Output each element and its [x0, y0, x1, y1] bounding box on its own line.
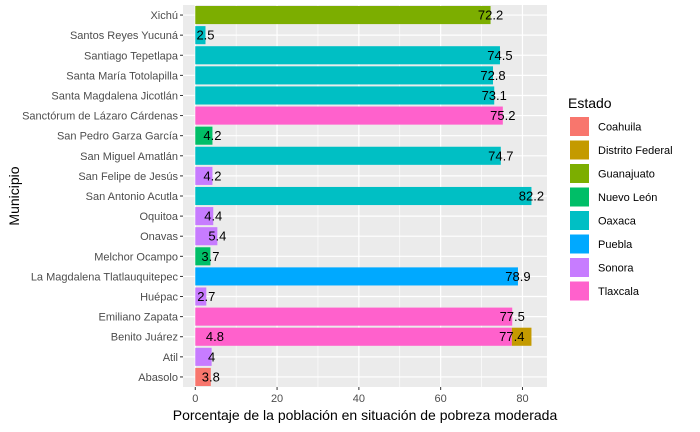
legend-swatch	[570, 281, 589, 301]
bar	[195, 307, 513, 326]
x-axis-title: Porcentaje de la población en situación …	[173, 407, 558, 423]
bar	[195, 106, 503, 125]
y-axis-tick-label: San Pedro Garza García	[57, 131, 179, 143]
data-label: 74.5	[487, 48, 512, 63]
legend-swatch	[570, 117, 589, 136]
data-label: 4.2	[203, 168, 221, 183]
x-axis-tick-label: 0	[192, 393, 198, 405]
x-axis: 0 20 40 60 80	[192, 387, 529, 405]
legend-label: Tlaxcala	[598, 286, 640, 298]
data-label: 2.5	[196, 28, 214, 43]
y-axis-tick-label: Santiago Tepetlapa	[84, 50, 179, 62]
y-axis-tick-label: Santa María Totolapilla	[66, 70, 179, 82]
data-label: 4.8	[206, 329, 224, 344]
legend-swatch	[570, 140, 589, 160]
legend-label: Guanajuato	[598, 169, 655, 181]
y-axis-tick-label: San Antonio Acutla	[86, 191, 179, 203]
data-label: 74.7	[488, 148, 513, 163]
y-axis-tick-label: Abasolo	[138, 372, 178, 384]
bar	[195, 327, 512, 346]
data-label: 82.2	[519, 189, 544, 204]
data-label: 2.7	[197, 289, 215, 304]
y-axis-tick-label: San Miguel Amatlán	[80, 151, 178, 163]
bars	[195, 6, 532, 386]
data-label: 4	[208, 349, 215, 364]
y-axis-tick-label: Benito Juárez	[111, 332, 178, 344]
y-axis-tick-label: La Magdalena Tlatlauquitepec	[31, 271, 179, 283]
data-label: 72.2	[478, 8, 503, 23]
legend-swatch	[570, 211, 589, 230]
bar	[195, 247, 211, 266]
y-axis: Abasolo Atil Benito Juárez Emiliano Zapata H…	[22, 10, 183, 384]
y-axis-tick-label: Santa Magdalena Jicotlán	[51, 90, 178, 102]
legend-swatch	[570, 164, 589, 183]
x-axis-tick-label: 60	[435, 393, 447, 405]
legend-label: Puebla	[598, 239, 633, 251]
bar	[195, 6, 491, 25]
legend: Estado Coahuila Distrito Federal Guanajuat…	[568, 95, 673, 301]
bar	[195, 146, 501, 165]
legend-label: Oaxaca	[598, 216, 637, 228]
x-axis-tick-label: 80	[516, 393, 528, 405]
bar	[511, 327, 532, 346]
y-axis-tick-label: Onavas	[140, 231, 178, 243]
data-label: 4.4	[204, 209, 222, 224]
y-axis-title: Municipio	[6, 166, 22, 225]
bar	[195, 46, 500, 65]
bar	[195, 166, 213, 185]
data-label: 73.1	[482, 88, 507, 103]
data-label: 75.2	[490, 108, 515, 123]
bar	[195, 26, 206, 45]
data-label: 78.9	[505, 269, 530, 284]
x-axis-tick-label: 20	[271, 393, 283, 405]
data-label: 77.5	[500, 309, 525, 324]
bar	[195, 186, 532, 206]
legend-swatch	[570, 234, 589, 254]
bar	[195, 86, 495, 105]
data-label: 5.4	[208, 229, 226, 244]
bar	[195, 126, 213, 145]
legend-title: Estado	[568, 95, 612, 111]
x-axis-tick-label: 40	[353, 393, 365, 405]
data-label: 3.8	[202, 369, 220, 384]
data-labels: 3.8 4 4.8 77.4 77.5 2.7 78.9 3.7 5.4 4.4 82.2 4.2 74…	[196, 8, 544, 385]
data-label: 3.7	[201, 249, 219, 264]
bar	[195, 347, 212, 366]
y-axis-tick-label: Emiliano Zapata	[99, 312, 179, 324]
legend-label: Nuevo León	[598, 192, 657, 204]
legend-label: Coahuila	[598, 122, 642, 134]
y-axis-tick-label: Xichú	[150, 10, 178, 22]
data-label: 4.2	[203, 128, 221, 143]
y-axis-tick-label: Melchor Ocampo	[94, 251, 178, 263]
legend-swatch	[570, 187, 589, 207]
data-label: 72.8	[480, 68, 505, 83]
y-axis-tick-label: Oquitoa	[139, 211, 178, 223]
bar	[195, 66, 494, 85]
data-label: 77.4	[499, 329, 524, 344]
bar	[195, 227, 218, 246]
legend-label: Sonora	[598, 263, 634, 275]
bar	[195, 287, 207, 306]
y-axis-tick-label: Atil	[163, 352, 178, 364]
legend-swatch	[570, 258, 589, 277]
y-axis-tick-label: Sanctórum de Lázaro Cárdenas	[22, 111, 178, 123]
y-axis-tick-label: Huépac	[140, 292, 178, 304]
bar	[195, 367, 211, 386]
y-axis-tick-label: Santos Reyes Yucuná	[70, 30, 179, 42]
legend-label: Distrito Federal	[598, 145, 673, 157]
y-axis-tick-label: San Felipe de Jesús	[78, 171, 178, 183]
bar	[195, 207, 214, 226]
bar	[195, 267, 518, 286]
